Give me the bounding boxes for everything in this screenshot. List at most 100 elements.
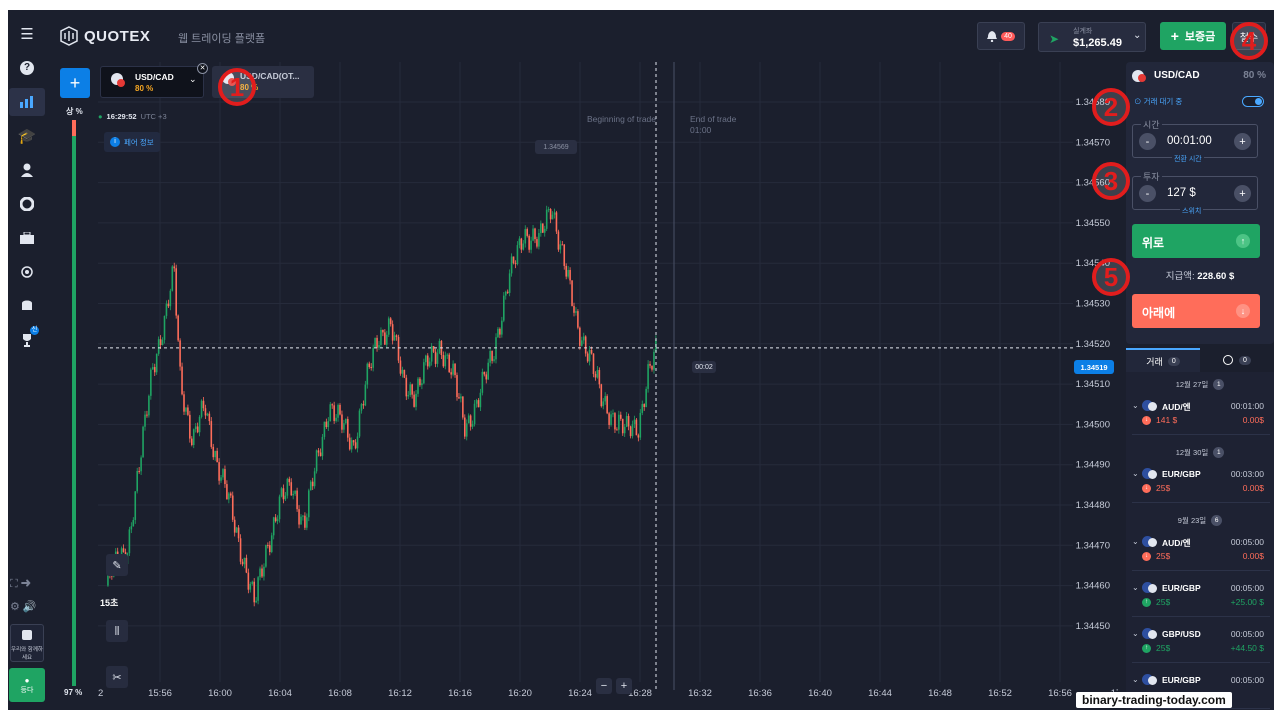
trade-item[interactable]: ⌄ EUR/GBP 00:05:00 ↑ 25$ +25.00 $ [1132, 580, 1270, 632]
time-minus-button[interactable]: - [1139, 133, 1156, 150]
plus-icon: + [1170, 28, 1179, 44]
time-plus-button[interactable]: + [1234, 133, 1251, 150]
candles-icon[interactable]: ⫼ [106, 620, 128, 642]
zoom-out-button[interactable]: − [596, 678, 612, 694]
sentiment-top-label: 상 % [66, 107, 83, 116]
candle-body [641, 404, 644, 413]
candle-body [325, 421, 328, 428]
signal-icon[interactable] [8, 258, 46, 286]
user-icon[interactable] [8, 156, 46, 184]
candle-body [253, 581, 255, 603]
trade-item[interactable]: ⌄ EUR/GBP 00:03:00 ↓ 25$ 0.00$ [1132, 466, 1270, 518]
chevron-down-icon[interactable]: ⌄ [1132, 675, 1139, 684]
chevron-down-icon[interactable]: ⌄ [189, 74, 197, 84]
chart-area[interactable]: 1.34580 1.34570 1.34560 1.34550 1.34540 1.345… [98, 62, 1118, 710]
divider [1132, 434, 1270, 435]
up-button[interactable]: 위로 ↑ [1132, 224, 1260, 258]
candle-body [522, 243, 525, 250]
candle-body [341, 414, 343, 430]
candle-body [514, 263, 517, 265]
pair-info-button[interactable]: i 페어 정보 [104, 132, 160, 152]
help-icon[interactable]: ? [8, 54, 46, 82]
candle-body [563, 244, 566, 266]
tab-trades[interactable]: 거래 0 [1126, 348, 1200, 372]
trophy-icon[interactable]: 신 [8, 326, 46, 354]
fullscreen-icon[interactable]: ⛶ ➜ [10, 578, 31, 590]
arrow-down-icon: ↓ [1142, 552, 1151, 561]
tab-history[interactable]: 0 [1200, 348, 1274, 372]
timeframe-button[interactable]: 15초 [100, 598, 119, 608]
candle-body [569, 270, 571, 281]
candle-body [518, 238, 521, 246]
tools-icon[interactable]: ✂ [106, 666, 128, 688]
candlestick-chart[interactable]: 1.345801.345701.345601.345501.345401.345… [98, 62, 1118, 710]
coins-icon[interactable] [8, 292, 46, 320]
trade-item[interactable]: ⌄ AUD/엔 00:01:00 ↓ 141 $ 0.00$ [1132, 398, 1270, 450]
annotation-5: 5 [1092, 258, 1130, 296]
chevron-down-icon[interactable]: ⌄ [1132, 469, 1139, 478]
candle-body [438, 340, 441, 354]
candle-body [167, 303, 170, 307]
bell-icon [987, 31, 998, 42]
logo-text: QUOTEX [84, 27, 151, 45]
graduation-cap-icon[interactable]: 🎓 [17, 128, 37, 145]
menu-icon[interactable]: ☰ [20, 26, 34, 43]
candle-body [423, 362, 425, 384]
investment-input[interactable]: 투자 - 127 $ + [1132, 170, 1258, 210]
candle-body [553, 212, 556, 215]
briefcase-icon[interactable] [8, 224, 46, 252]
chevron-down-icon[interactable]: ⌄ [1132, 583, 1139, 592]
settings-icon[interactable]: ⚙ 🔊 [10, 601, 37, 613]
chevron-down-icon[interactable]: ⌄ [1132, 401, 1139, 410]
trade-item[interactable]: ⌄ EUR/GBP 00:05:00 [1132, 672, 1270, 710]
candle-body [231, 495, 234, 520]
candle-body [415, 393, 417, 407]
invest-plus-button[interactable]: + [1234, 185, 1251, 202]
notifications-button[interactable]: 40 [977, 22, 1025, 50]
candle-body [183, 394, 185, 412]
candle-body [417, 378, 419, 394]
candle-body [374, 337, 376, 348]
invest-minus-button[interactable]: - [1139, 185, 1156, 202]
logo[interactable]: QUOTEX [60, 26, 150, 46]
chevron-down-icon[interactable]: ⌄ [1132, 629, 1139, 638]
pie-chart-icon[interactable] [8, 190, 46, 218]
promo-label: 우리와 함께하세요 [11, 647, 43, 661]
down-button[interactable]: 아래에 ↓ [1132, 294, 1260, 328]
trade-date: 9월 23일 [1177, 515, 1207, 525]
trade-item[interactable]: ⌄ GBP/USD 00:05:00 ↑ 25$ +44.50 $ [1132, 626, 1270, 678]
candle-body [573, 305, 575, 313]
invest-switch-link[interactable]: 스위치 [1180, 206, 1204, 216]
candle-body [132, 519, 135, 527]
pencil-icon[interactable]: ✎ [106, 554, 128, 576]
flag-icon [1142, 674, 1153, 685]
add-chart-button[interactable]: + [60, 68, 90, 98]
demo-label: 등다 [20, 686, 34, 694]
panel-pair[interactable]: USD/CAD [1154, 70, 1200, 81]
time-tick-label: 16:44 [868, 688, 892, 699]
time-value[interactable]: 00:01:00 [1167, 135, 1212, 147]
asset-tab-usdcad[interactable]: USD/CAD 80 % ⌄ ✕ [100, 63, 208, 98]
chevron-down-icon[interactable]: ⌄ [1132, 537, 1139, 546]
account-selector[interactable]: ➤ 실계좌 $1,265.49 ⌄ [1038, 22, 1146, 52]
chart-bars-icon[interactable] [9, 88, 45, 116]
time-input[interactable]: 시간 - 00:01:00 + [1132, 118, 1258, 158]
divider [1132, 616, 1270, 617]
candle-body [442, 355, 445, 367]
trade-item[interactable]: ⌄ AUD/엔 00:05:00 ↓ 25$ 0.00$ [1132, 534, 1270, 586]
sentiment-down-fill [72, 120, 76, 136]
zoom-in-button[interactable]: + [616, 678, 632, 694]
pending-toggle[interactable] [1242, 96, 1264, 107]
candle-body [148, 395, 150, 416]
close-tab-icon[interactable]: ✕ [197, 63, 208, 74]
annotation-1: 1 [218, 68, 256, 106]
promo-button[interactable]: 우리와 함께하세요 [10, 624, 44, 662]
chart-utc: UTC +3 [140, 112, 167, 121]
deposit-button[interactable]: + 보증금 [1160, 22, 1226, 50]
candle-body [623, 426, 626, 434]
invest-value[interactable]: 127 $ [1167, 187, 1196, 199]
price-tick-label: 1.34520 [1076, 339, 1110, 350]
demo-button[interactable]: ● 등다 [9, 668, 45, 702]
candle-body [214, 450, 216, 458]
time-switch-link[interactable]: 전환 시간 [1172, 154, 1204, 164]
